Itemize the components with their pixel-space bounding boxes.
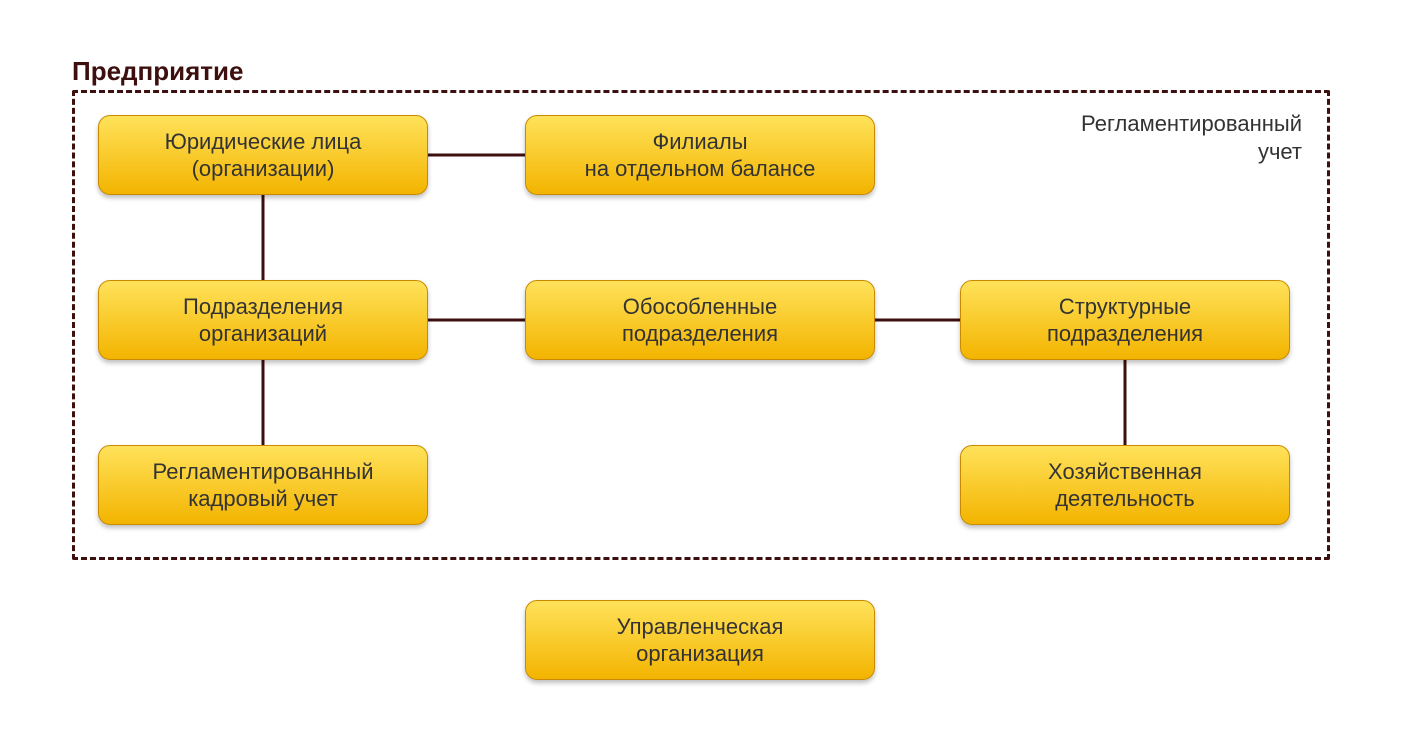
node-mgmt: Управленческая организация bbox=[525, 600, 875, 680]
node-orgdiv: Подразделения организаций bbox=[98, 280, 428, 360]
node-structdiv: Структурные подразделения bbox=[960, 280, 1290, 360]
section-label: Регламентированный учет bbox=[1081, 110, 1302, 165]
diagram-canvas: Предприятие Регламентированный учет Юрид… bbox=[0, 0, 1401, 749]
diagram-title: Предприятие bbox=[72, 56, 243, 87]
node-hr: Регламентированный кадровый учет bbox=[98, 445, 428, 525]
node-sepdiv: Обособленные подразделения bbox=[525, 280, 875, 360]
node-legal: Юридические лица (организации) bbox=[98, 115, 428, 195]
node-econ: Хозяйственная деятельность bbox=[960, 445, 1290, 525]
node-branch: Филиалы на отдельном балансе bbox=[525, 115, 875, 195]
